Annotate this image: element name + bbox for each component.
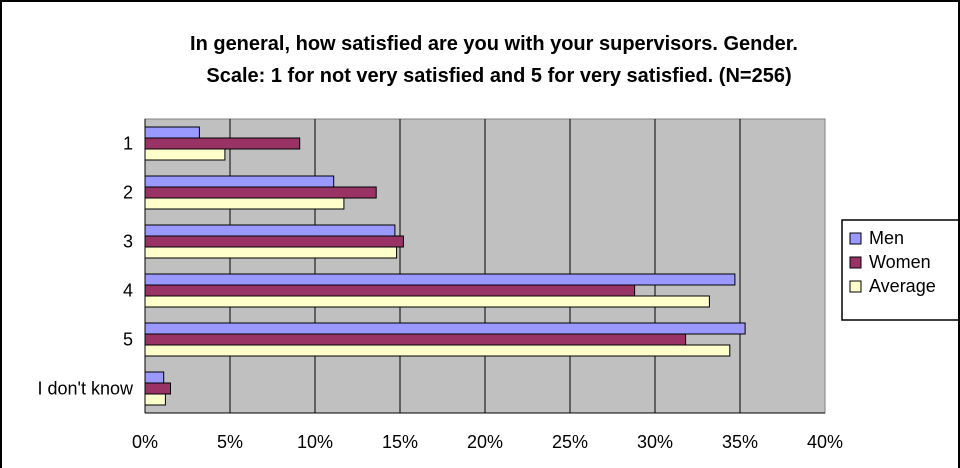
x-tick-label: 30% bbox=[637, 432, 673, 452]
legend-swatch-women bbox=[849, 256, 862, 269]
bar-average bbox=[144, 197, 345, 210]
bar-average bbox=[144, 148, 226, 161]
bar-average bbox=[144, 246, 398, 259]
y-category-label: 2 bbox=[123, 183, 133, 203]
bar-men bbox=[144, 224, 396, 237]
x-tick-label: 5% bbox=[217, 432, 243, 452]
bar-average bbox=[144, 295, 710, 308]
bar-women bbox=[144, 382, 171, 395]
y-category-label: 3 bbox=[123, 232, 133, 252]
bar-average bbox=[144, 344, 731, 357]
x-tick-label: 0% bbox=[132, 432, 158, 452]
x-tick-label: 35% bbox=[722, 432, 758, 452]
bar-men bbox=[144, 371, 165, 384]
bar-women bbox=[144, 284, 636, 297]
x-tick-label: 15% bbox=[382, 432, 418, 452]
x-tick-label: 40% bbox=[807, 432, 843, 452]
legend-label-women: Women bbox=[869, 252, 931, 272]
bar-average bbox=[144, 393, 166, 406]
x-tick-label: 10% bbox=[297, 432, 333, 452]
bar-men bbox=[144, 126, 200, 139]
legend: Men Women Average bbox=[841, 219, 960, 321]
bar-women bbox=[144, 333, 687, 346]
legend-swatch-average bbox=[849, 280, 862, 293]
legend-label-average: Average bbox=[869, 276, 936, 296]
x-tick-label: 25% bbox=[552, 432, 588, 452]
x-tick-label: 20% bbox=[467, 432, 503, 452]
plot-area: 0% 5% 10% 15% 20% 25% 30% 35% 40% 1 2 3 4 5 I don't kn… bbox=[38, 118, 843, 452]
chart-subtitle: Scale: 1 for not very satisfied and 5 fo… bbox=[206, 65, 791, 87]
bar-women bbox=[144, 235, 404, 248]
legend-label-men: Men bbox=[869, 228, 904, 248]
bar-men bbox=[144, 273, 736, 286]
y-category-label: 1 bbox=[123, 134, 133, 154]
y-category-label: 5 bbox=[123, 330, 133, 350]
legend-swatch-men bbox=[849, 232, 862, 245]
bar-men bbox=[144, 322, 746, 335]
bar-women bbox=[144, 186, 377, 199]
bar-men bbox=[144, 175, 335, 188]
legend-box bbox=[841, 219, 960, 321]
chart-title: In general, how satisfied are you with y… bbox=[190, 33, 798, 55]
y-category-label: I don't know bbox=[38, 379, 134, 399]
bar-women bbox=[144, 137, 301, 150]
y-category-label: 4 bbox=[123, 281, 133, 301]
